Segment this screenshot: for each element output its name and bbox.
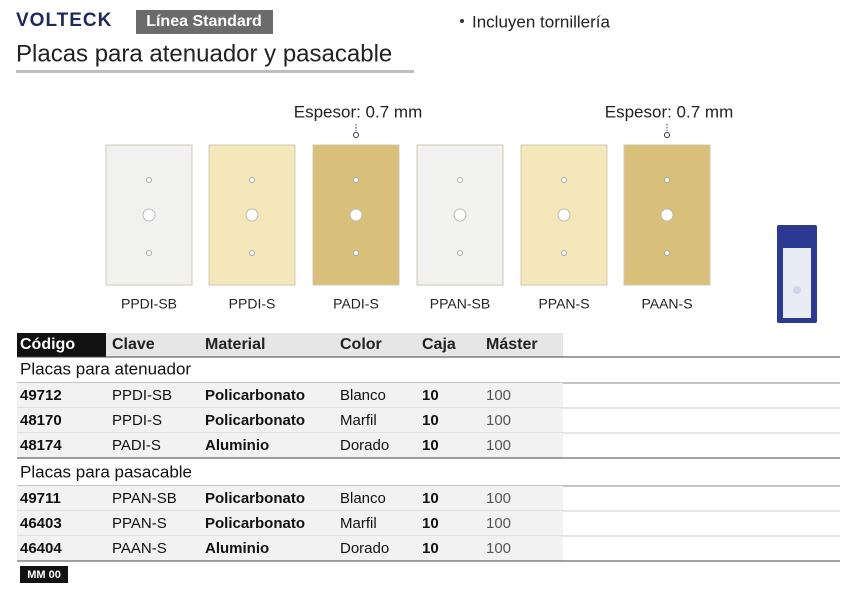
cell: 48170 bbox=[20, 412, 62, 429]
bullet bbox=[460, 19, 464, 23]
row-bg bbox=[17, 383, 563, 408]
cell: Policarbonato bbox=[205, 412, 305, 429]
cell: PADI-S bbox=[112, 437, 161, 454]
screw-hole bbox=[353, 250, 359, 256]
plate-hole bbox=[349, 208, 363, 222]
package bbox=[777, 225, 817, 323]
thickness-note: Espesor: 0.7 mm bbox=[294, 102, 423, 121]
cell: Aluminio bbox=[205, 437, 269, 454]
cell: 100 bbox=[486, 490, 511, 507]
thickness-note: Espesor: 0.7 mm bbox=[605, 102, 734, 121]
plate-hole bbox=[557, 208, 571, 222]
column-header: Clave bbox=[112, 336, 155, 353]
cell: Policarbonato bbox=[205, 490, 305, 507]
section-title: Placas para atenuador bbox=[20, 359, 191, 378]
product-label: PPAN-S bbox=[538, 296, 589, 312]
cell: Dorado bbox=[340, 540, 389, 557]
screw-hole bbox=[146, 250, 152, 256]
cell: 48174 bbox=[20, 437, 62, 454]
column-header: Material bbox=[205, 336, 265, 353]
cell: Marfil bbox=[340, 515, 377, 532]
header-first-bg bbox=[17, 333, 106, 357]
footer-code: MM 00 bbox=[27, 569, 61, 581]
section-title: Placas para pasacable bbox=[20, 462, 192, 481]
cell: Dorado bbox=[340, 437, 389, 454]
screw-hole bbox=[249, 177, 255, 183]
cell: 10 bbox=[422, 412, 439, 429]
title-rule bbox=[16, 70, 414, 73]
cell: 10 bbox=[422, 490, 439, 507]
product-label: PADI-S bbox=[333, 296, 379, 312]
row-bg bbox=[17, 486, 563, 511]
cell: 49712 bbox=[20, 387, 62, 404]
thickness-dot bbox=[664, 132, 670, 138]
product-label: PAAN-S bbox=[641, 296, 692, 312]
cell: 10 bbox=[422, 437, 439, 454]
thickness-dot bbox=[353, 132, 359, 138]
cell: 100 bbox=[486, 412, 511, 429]
column-header: Caja bbox=[422, 336, 456, 353]
cell: Marfil bbox=[340, 412, 377, 429]
brand: VOLTECK bbox=[16, 10, 112, 31]
cell: PPAN-SB bbox=[112, 490, 177, 507]
screw-hole bbox=[457, 177, 463, 183]
screw-hole bbox=[249, 250, 255, 256]
column-header: Máster bbox=[486, 336, 538, 353]
cell: 100 bbox=[486, 540, 511, 557]
screw-hole bbox=[146, 177, 152, 183]
footer-bg bbox=[20, 566, 68, 583]
screw-hole bbox=[561, 250, 567, 256]
cell: 46403 bbox=[20, 515, 62, 532]
cell: 100 bbox=[486, 387, 511, 404]
title: Placas para atenuador y pasacable bbox=[16, 40, 392, 67]
cell: PPDI-SB bbox=[112, 387, 172, 404]
header-bg bbox=[17, 333, 563, 357]
column-header: Código bbox=[20, 336, 75, 353]
badge-bg bbox=[136, 10, 273, 34]
cell: 46404 bbox=[20, 540, 62, 557]
cell: Policarbonato bbox=[205, 515, 305, 532]
product-label: PPDI-SB bbox=[121, 296, 177, 312]
plate-hole bbox=[245, 208, 259, 222]
screw-hole bbox=[561, 177, 567, 183]
row-bg bbox=[17, 408, 563, 433]
cell: 49711 bbox=[20, 490, 61, 507]
product-label: PPAN-SB bbox=[430, 296, 490, 312]
cell: PPAN-S bbox=[112, 515, 167, 532]
screw-hole bbox=[353, 177, 359, 183]
product-label: PPDI-S bbox=[229, 296, 276, 312]
row-bg bbox=[17, 511, 563, 536]
plate-hole bbox=[142, 208, 156, 222]
note: Incluyen tornillería bbox=[472, 12, 611, 31]
plate-hole bbox=[453, 208, 467, 222]
screw-hole bbox=[457, 250, 463, 256]
column-header: Color bbox=[340, 336, 382, 353]
badge: Línea Standard bbox=[146, 13, 262, 30]
plate-hole bbox=[660, 208, 674, 222]
cell: Aluminio bbox=[205, 540, 269, 557]
screw-hole bbox=[664, 250, 670, 256]
cell: 10 bbox=[422, 387, 439, 404]
plate bbox=[208, 144, 296, 286]
cell: 100 bbox=[486, 515, 511, 532]
cell: 10 bbox=[422, 540, 439, 557]
row-bg bbox=[17, 433, 563, 458]
screw-hole bbox=[664, 177, 670, 183]
cell: Blanco bbox=[340, 387, 386, 404]
cell: Blanco bbox=[340, 490, 386, 507]
row-bg bbox=[17, 536, 563, 561]
cell: Policarbonato bbox=[205, 387, 305, 404]
cell: 100 bbox=[486, 437, 511, 454]
cell: PAAN-S bbox=[112, 540, 167, 557]
cell: PPDI-S bbox=[112, 412, 162, 429]
cell: 10 bbox=[422, 515, 439, 532]
